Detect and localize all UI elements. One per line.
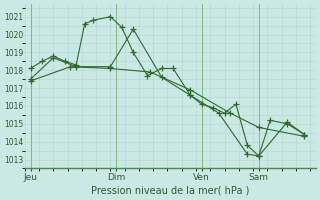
X-axis label: Pression niveau de la mer( hPa ): Pression niveau de la mer( hPa ) (91, 186, 250, 196)
